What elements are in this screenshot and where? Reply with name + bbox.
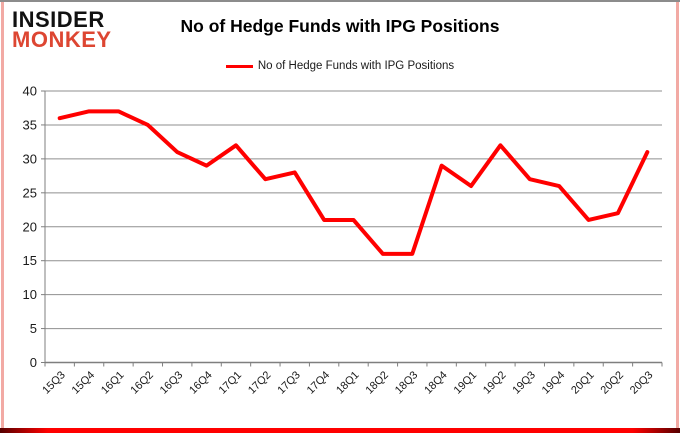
svg-text:19Q2: 19Q2 <box>481 369 509 397</box>
chart-title: No of Hedge Funds with IPG Positions <box>180 16 500 36</box>
svg-text:18Q4: 18Q4 <box>422 369 450 397</box>
svg-text:18Q3: 18Q3 <box>393 369 421 397</box>
frame-border-top <box>0 0 680 2</box>
svg-text:16Q2: 16Q2 <box>128 369 156 397</box>
legend-line-swatch <box>225 64 253 68</box>
axis-labels: 0 5 10 15 20 25 30 35 40 15Q3 15Q4 16Q1 16Q2 16Q3 16Q4… <box>23 84 656 397</box>
svg-text:17Q3: 17Q3 <box>275 369 303 397</box>
svg-text:10: 10 <box>23 287 37 302</box>
svg-text:19Q1: 19Q1 <box>452 369 480 397</box>
svg-text:17Q1: 17Q1 <box>217 369 245 397</box>
frame-border-left <box>1 2 4 428</box>
logo-text-insider: INSIDER <box>12 7 105 32</box>
svg-text:0: 0 <box>30 355 37 370</box>
svg-text:35: 35 <box>23 117 37 132</box>
gridlines <box>45 90 662 363</box>
svg-text:20: 20 <box>23 219 37 234</box>
svg-text:17Q2: 17Q2 <box>246 369 274 397</box>
svg-text:40: 40 <box>23 84 37 99</box>
svg-text:16Q4: 16Q4 <box>187 369 215 397</box>
logo-text-monkey: MONKEY <box>12 27 112 53</box>
svg-text:19Q3: 19Q3 <box>510 369 538 397</box>
series-line <box>57 109 650 256</box>
svg-text:16Q1: 16Q1 <box>99 369 127 397</box>
svg-text:18Q2: 18Q2 <box>363 369 391 397</box>
svg-text:15: 15 <box>23 253 37 268</box>
svg-text:20Q2: 20Q2 <box>599 369 627 397</box>
svg-text:20Q3: 20Q3 <box>628 369 656 397</box>
legend-label: No of Hedge Funds with IPG Positions <box>257 60 455 72</box>
svg-text:15Q3: 15Q3 <box>40 369 68 397</box>
svg-text:20Q1: 20Q1 <box>569 369 597 397</box>
insider-monkey-logo: INSIDER MONKEY <box>12 7 112 53</box>
chart-legend: No of Hedge Funds with IPG Positions <box>0 60 680 72</box>
svg-text:17Q4: 17Q4 <box>305 369 333 397</box>
svg-text:15Q4: 15Q4 <box>70 369 98 397</box>
frame-border-bottom <box>0 428 680 433</box>
frame-border-right <box>676 2 679 428</box>
svg-text:5: 5 <box>30 321 37 336</box>
axes <box>41 90 663 367</box>
svg-text:30: 30 <box>23 151 37 166</box>
svg-text:19Q4: 19Q4 <box>540 369 568 397</box>
svg-text:16Q3: 16Q3 <box>158 369 186 397</box>
svg-text:25: 25 <box>23 185 37 200</box>
svg-text:18Q1: 18Q1 <box>334 369 362 397</box>
